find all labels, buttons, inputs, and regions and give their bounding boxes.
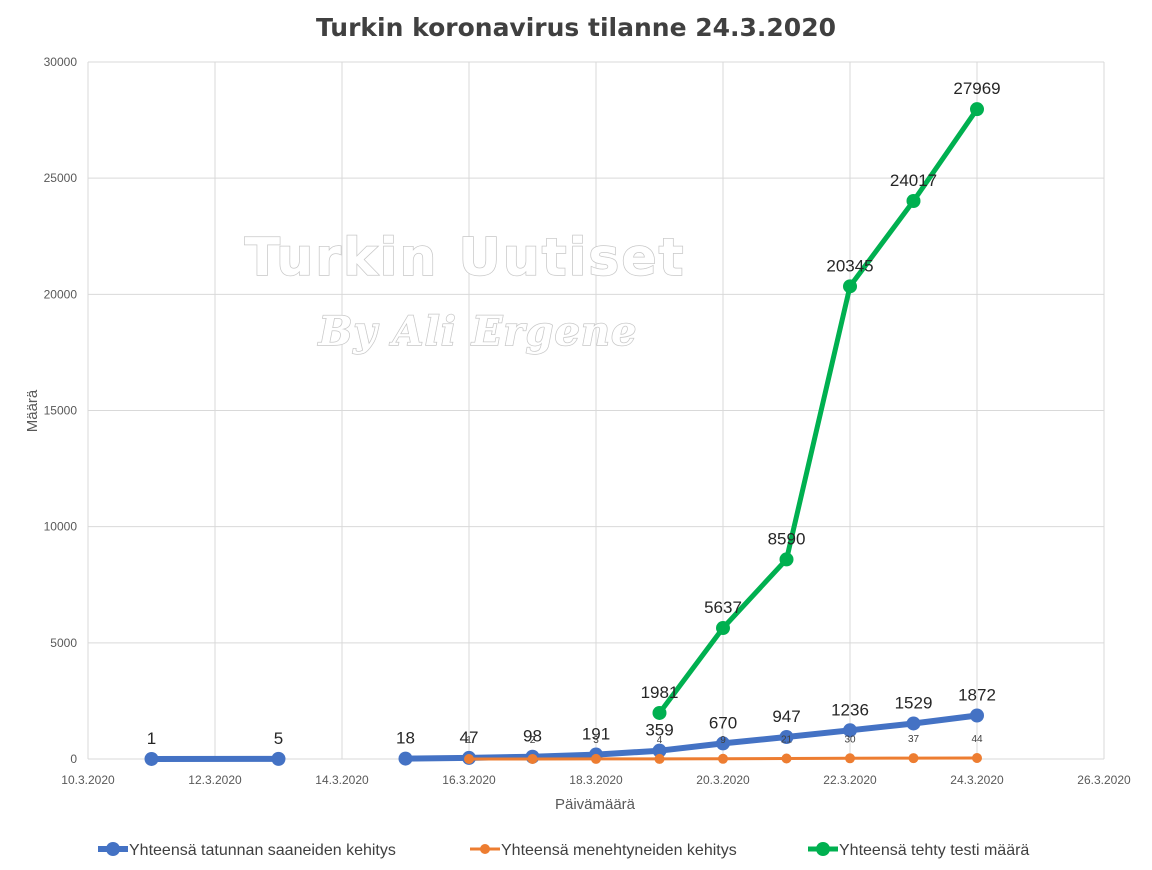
x-tick-label: 12.3.2020 <box>188 773 242 787</box>
data-label: 947 <box>772 707 800 726</box>
data-point <box>906 716 921 731</box>
x-axis-title: Päivämäärä <box>555 796 636 813</box>
legend-marker <box>106 842 120 856</box>
legend: Yhteensä tatunnan saaneiden kehitys Yhtee… <box>98 842 1029 859</box>
data-label: 18 <box>396 729 415 748</box>
data-point <box>398 751 413 766</box>
data-label: 37 <box>908 734 920 745</box>
data-label: 4 <box>657 735 663 746</box>
y-axis-ticks: 0 5000 10000 15000 20000 25000 30000 <box>44 55 78 766</box>
data-label: 3 <box>593 735 599 746</box>
data-label: 98 <box>523 727 542 746</box>
x-tick-label: 18.3.2020 <box>569 773 623 787</box>
x-tick-label: 22.3.2020 <box>823 773 877 787</box>
series-3 <box>652 102 984 720</box>
x-tick-label: 16.3.2020 <box>442 773 496 787</box>
series-2 <box>464 752 982 764</box>
data-point <box>716 621 730 636</box>
x-tick-label: 24.3.2020 <box>950 773 1004 787</box>
legend-marker <box>480 844 490 854</box>
data-label: 1 <box>466 735 472 746</box>
data-point <box>843 279 857 294</box>
y-tick-label: 10000 <box>44 520 78 534</box>
grid <box>87 61 1105 760</box>
data-label: 1529 <box>895 693 933 712</box>
data-label: 2 <box>530 735 536 746</box>
data-label: 1236 <box>831 700 869 719</box>
data-label: 44 <box>971 734 983 745</box>
data-point <box>464 753 474 764</box>
series-line <box>402 712 980 762</box>
data-label: 1872 <box>958 686 996 705</box>
data-label: 1981 <box>641 683 679 702</box>
data-label: 359 <box>645 721 673 740</box>
data-point <box>652 705 667 720</box>
data-label: 1 <box>147 729 156 748</box>
data-labels: 1 5 18 47 98 191 359 670 947 1236 1529 1872 1 2 3 4 9 21 3… <box>147 79 1001 748</box>
y-axis-title: Määrä <box>24 389 41 432</box>
data-label: 5 <box>274 729 283 748</box>
x-tick-label: 10.3.2020 <box>61 773 115 787</box>
legend-marker <box>816 842 830 856</box>
data-label: 191 <box>582 725 610 744</box>
data-point <box>843 723 857 738</box>
y-tick-label: 30000 <box>44 55 78 69</box>
data-point <box>906 194 921 209</box>
y-tick-label: 20000 <box>44 287 78 301</box>
x-tick-label: 20.3.2020 <box>696 773 750 787</box>
chart-title: Turkin koronavirus tilanne 24.3.2020 <box>316 13 836 42</box>
data-point <box>781 753 792 764</box>
x-tick-label: 14.3.2020 <box>315 773 369 787</box>
data-label: 5637 <box>704 598 742 617</box>
data-point <box>652 743 667 758</box>
watermark-title: Turkin Uutiset <box>245 228 686 288</box>
watermark-author: By Ali Ergene <box>318 308 638 355</box>
data-point <box>718 753 728 764</box>
data-point <box>970 708 984 723</box>
data-point <box>779 552 794 567</box>
data-label: 30 <box>844 734 856 745</box>
data-point <box>779 729 794 744</box>
series-line <box>657 106 980 716</box>
data-point <box>271 751 286 766</box>
y-tick-label: 15000 <box>44 404 78 418</box>
y-tick-label: 5000 <box>50 636 77 650</box>
legend-label: Yhteensä tehty testi määrä <box>839 842 1029 859</box>
legend-label: Yhteensä menehtyneiden kehitys <box>501 842 737 859</box>
series-layer <box>144 102 984 766</box>
data-label: 670 <box>709 713 737 732</box>
legend-label: Yhteensä tatunnan saaneiden kehitys <box>129 842 396 859</box>
data-point <box>970 102 984 117</box>
y-tick-label: 25000 <box>44 171 78 185</box>
data-label: 27969 <box>953 79 1000 98</box>
data-point <box>591 753 601 764</box>
x-axis-ticks: 10.3.2020 12.3.2020 14.3.2020 16.3.2020 18.3… <box>61 773 1131 787</box>
data-point <box>908 753 919 764</box>
data-label: 9 <box>720 735 726 746</box>
y-tick-label: 0 <box>70 752 77 766</box>
x-tick-label: 26.3.2020 <box>1077 773 1131 787</box>
data-point <box>144 751 159 766</box>
data-label: 24017 <box>890 171 937 190</box>
data-label: 8590 <box>768 529 806 548</box>
data-point <box>972 752 982 763</box>
data-label: 20345 <box>826 256 873 275</box>
data-label: 21 <box>781 735 793 746</box>
data-point <box>654 753 665 764</box>
data-label: 47 <box>460 728 479 747</box>
data-point <box>527 753 538 764</box>
data-point <box>845 753 855 764</box>
data-point <box>716 736 730 751</box>
